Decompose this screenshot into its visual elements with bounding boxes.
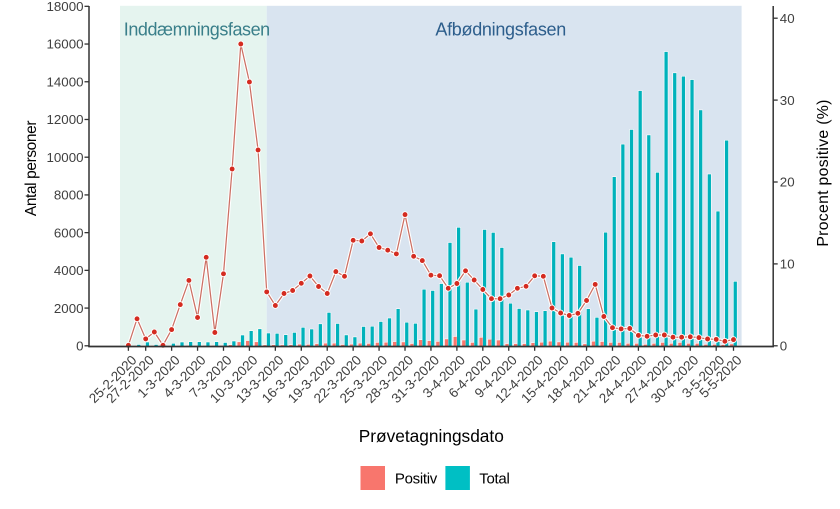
svg-text:12000: 12000 [47, 112, 84, 127]
svg-text:0: 0 [780, 339, 787, 354]
svg-text:10000: 10000 [47, 150, 84, 165]
svg-text:30: 30 [780, 93, 795, 108]
svg-text:Positiv: Positiv [395, 471, 438, 488]
svg-text:Procent positive (%): Procent positive (%) [815, 99, 832, 246]
svg-text:Total: Total [479, 471, 509, 488]
svg-text:8000: 8000 [54, 188, 84, 203]
svg-text:18000: 18000 [47, 0, 84, 14]
svg-text:4000: 4000 [54, 263, 84, 278]
svg-text:10: 10 [780, 257, 795, 272]
svg-text:6000: 6000 [54, 225, 84, 240]
svg-text:Inddæmningsfasen: Inddæmningsfasen [124, 20, 270, 40]
svg-text:16000: 16000 [47, 37, 84, 52]
svg-text:20: 20 [780, 175, 795, 190]
svg-text:2000: 2000 [54, 301, 84, 316]
svg-text:14000: 14000 [47, 74, 84, 89]
svg-text:0: 0 [76, 339, 83, 354]
svg-text:40: 40 [780, 11, 795, 26]
svg-text:Prøvetagningsdato: Prøvetagningsdato [359, 426, 504, 446]
svg-text:Antal personer: Antal personer [23, 121, 40, 216]
svg-text:Afbødningsfasen: Afbødningsfasen [435, 20, 566, 40]
